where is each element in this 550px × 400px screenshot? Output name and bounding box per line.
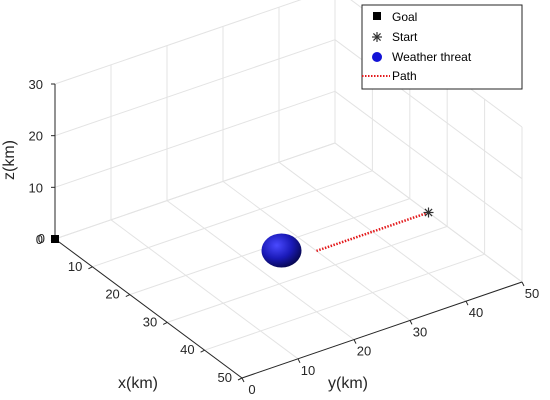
legend-path-label: Path	[392, 69, 417, 83]
x-tick-label: 20	[105, 287, 119, 302]
grid-line-wall-xz-horizontal	[334, 90, 523, 231]
x-tick-mark	[125, 294, 131, 298]
z-axis-label: z(km)	[1, 140, 18, 180]
x-tick-mark	[162, 321, 168, 325]
grid-line-floor-y	[110, 219, 299, 360]
y-tick-mark	[241, 377, 245, 383]
x-tick-label: 40	[180, 342, 194, 357]
z-tick-label: 20	[29, 129, 43, 144]
y-tick-mark	[409, 320, 413, 325]
grid-line-wall-yz-horizontal	[54, 0, 302, 85]
grid-line-floor-x	[92, 170, 373, 268]
z-tick-label: 30	[29, 77, 43, 92]
y-tick-label: 10	[301, 363, 315, 378]
y-axis-line	[241, 281, 523, 379]
goal-marker	[51, 235, 59, 243]
z-tick-label: 10	[29, 180, 43, 195]
grid-line-floor-x	[204, 253, 485, 351]
y-tick-label: 0	[248, 382, 255, 397]
legend-goal-label: Goal	[392, 10, 417, 24]
x-axis-line	[54, 238, 243, 379]
x-tick-label: 10	[68, 259, 82, 274]
grid-line-floor-x	[167, 225, 448, 323]
legend-weather-threat-marker	[372, 52, 382, 62]
start-marker	[423, 207, 434, 218]
legend: Goal Start Weather threat Path	[361, 4, 523, 90]
y-tick-mark	[465, 300, 469, 306]
legend-start-label: Start	[392, 30, 418, 44]
y-tick-mark	[297, 358, 301, 364]
grid-line-floor-y	[278, 161, 467, 302]
y-axis-label: y(km)	[328, 375, 368, 392]
grid-line-floor-y	[166, 200, 355, 341]
x-axis-label: x(km)	[118, 375, 158, 392]
x-tick-label: 0	[38, 231, 45, 246]
y-tick-mark	[521, 281, 525, 287]
weather-threat-sphere	[261, 233, 302, 268]
start-marker-stroke	[424, 208, 433, 217]
x-tick-mark	[88, 266, 93, 270]
marks-layer	[51, 207, 434, 268]
legend-weather-threat-label: Weather threat	[392, 50, 472, 64]
y-tick-mark	[353, 339, 357, 344]
legend-start-marker	[372, 32, 382, 42]
legend-box	[361, 4, 523, 90]
x-tick-label: 50	[218, 370, 232, 385]
grid-line-wall-yz-horizontal	[54, 39, 336, 137]
y-tick-label: 50	[525, 286, 539, 301]
y-tick-label: 20	[357, 344, 371, 359]
x-tick-label: 30	[143, 314, 157, 329]
z-tick-label: 0	[36, 232, 43, 247]
x-tick-mark	[200, 349, 205, 353]
legend-goal-marker	[373, 12, 381, 20]
grid-line-wall-yz-horizontal	[54, 142, 336, 240]
y-tick-label: 40	[469, 305, 483, 320]
axes-layer	[54, 84, 523, 379]
y-tick-label: 30	[413, 324, 427, 339]
grid-line-wall-yz-horizontal	[54, 90, 336, 188]
x-tick-mark	[237, 377, 243, 381]
